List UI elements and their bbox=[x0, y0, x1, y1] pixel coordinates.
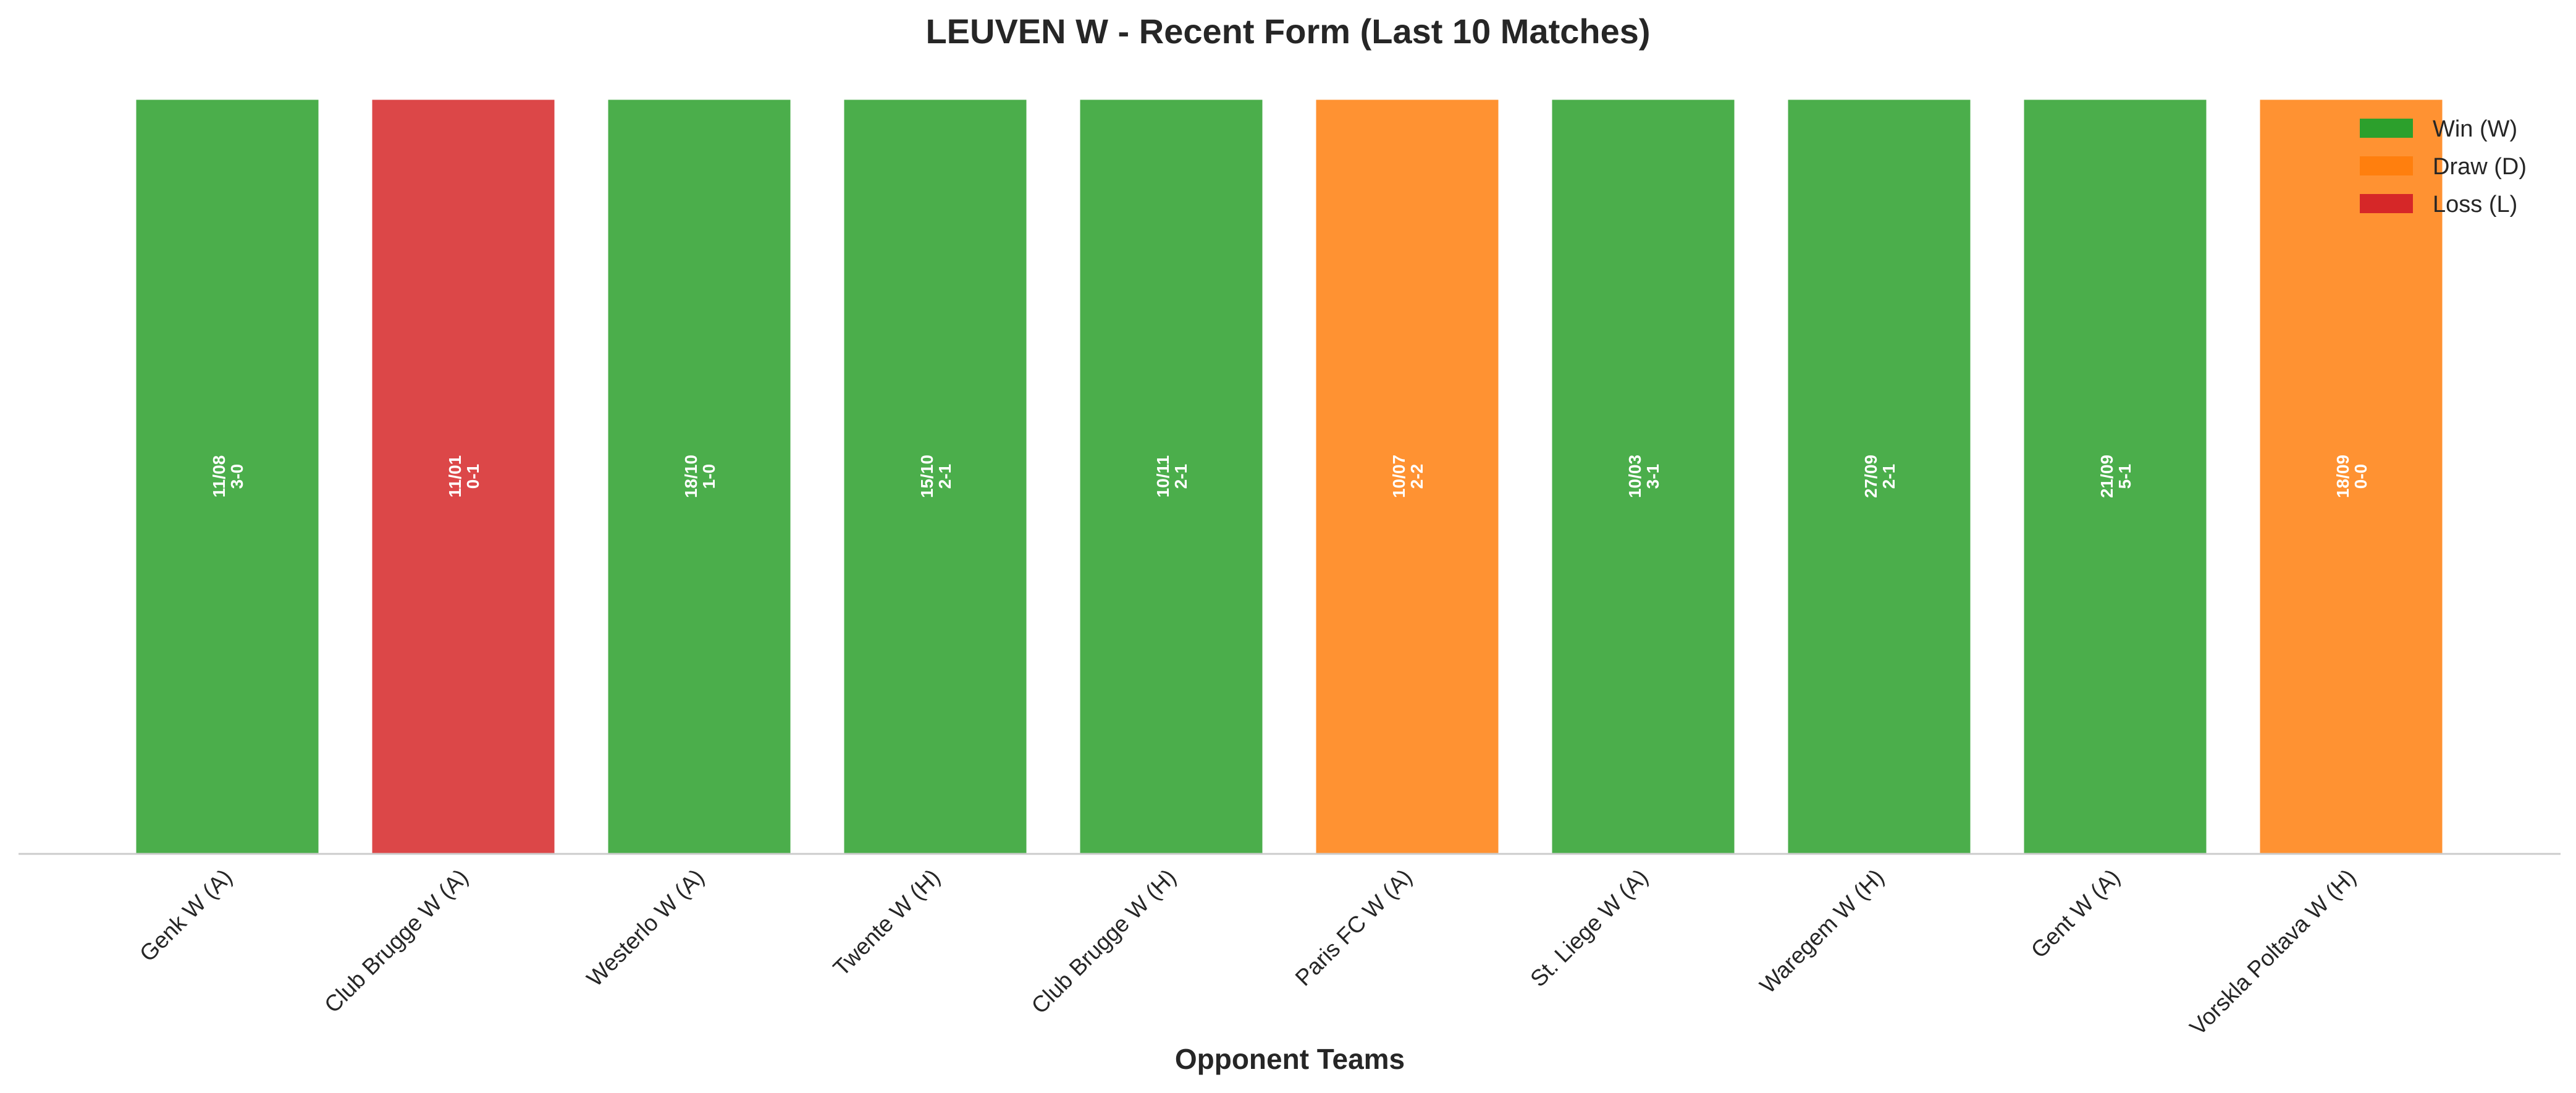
chart-title: LEUVEN W - Recent Form (Last 10 Matches) bbox=[925, 12, 1650, 51]
x-tick-label-1: Genk W (A) bbox=[135, 864, 237, 967]
bar-label-5: 10/112-1 bbox=[1153, 455, 1190, 498]
bar-label-1: 11/083-0 bbox=[209, 455, 246, 498]
bar-score: 0-0 bbox=[2351, 464, 2370, 489]
x-tick-label-8: Waregem W (H) bbox=[1755, 864, 1889, 998]
bar-label-2: 11/010-1 bbox=[445, 455, 482, 498]
bar-date: 11/08 bbox=[209, 455, 229, 498]
bar-label-6: 10/072-2 bbox=[1389, 455, 1426, 498]
bar-5 bbox=[1078, 98, 1265, 855]
legend: Win (W) Draw (D) Loss (L) bbox=[2360, 116, 2527, 217]
x-tick-label-4: Twente W (H) bbox=[828, 864, 945, 981]
bar-score: 3-1 bbox=[1643, 464, 1662, 489]
legend-swatch-d bbox=[2360, 156, 2413, 175]
x-tick-label-5: Club Brugge W (H) bbox=[1027, 864, 1181, 1019]
x-tick-label-3: Westerlo W (A) bbox=[582, 864, 709, 992]
bar-score: 2-1 bbox=[1879, 464, 1898, 489]
x-axis-label: Opponent Teams bbox=[1175, 1043, 1405, 1075]
bar-1 bbox=[134, 98, 321, 855]
bar-10 bbox=[2258, 98, 2444, 855]
bar-date: 21/09 bbox=[2097, 455, 2116, 498]
bar-date: 18/09 bbox=[2333, 455, 2352, 498]
legend-swatch-l bbox=[2360, 194, 2413, 213]
bar-date: 18/10 bbox=[681, 455, 701, 498]
legend-swatch-w bbox=[2360, 119, 2413, 138]
bar-label-7: 10/033-1 bbox=[1625, 455, 1662, 498]
bar-date: 10/07 bbox=[1389, 455, 1408, 498]
bar-6 bbox=[1314, 98, 1501, 855]
bar-date: 15/10 bbox=[917, 455, 937, 498]
bar-date: 27/09 bbox=[1861, 455, 1880, 498]
bar-label-10: 18/090-0 bbox=[2333, 455, 2370, 498]
x-tick-label-7: St. Liege W (A) bbox=[1525, 864, 1652, 992]
x-tick-label-2: Club Brugge W (A) bbox=[319, 864, 473, 1018]
bar-8 bbox=[1786, 98, 1972, 855]
legend-label-w: Win (W) bbox=[2433, 116, 2517, 142]
legend-label-l: Loss (L) bbox=[2433, 192, 2517, 217]
bar-4 bbox=[842, 98, 1029, 855]
bar-label-3: 18/101-0 bbox=[681, 455, 718, 498]
bar-label-8: 27/092-1 bbox=[1861, 455, 1898, 498]
bar-date: 11/01 bbox=[445, 455, 465, 498]
bars-group: 11/083-0 11/010-1 18/101-0 15/102-1 10/112-1… bbox=[134, 98, 2444, 855]
x-tick-label-6: Paris FC W (A) bbox=[1290, 864, 1417, 991]
bar-9 bbox=[2022, 98, 2208, 855]
bar-label-4: 15/102-1 bbox=[917, 455, 954, 498]
x-tick-label-9: Gent W (A) bbox=[2026, 864, 2125, 963]
bar-score: 0-1 bbox=[463, 464, 482, 489]
bar-score: 3-0 bbox=[227, 464, 246, 489]
bar-score: 1-0 bbox=[699, 464, 718, 489]
legend-label-d: Draw (D) bbox=[2433, 154, 2527, 180]
bar-score: 2-1 bbox=[1171, 464, 1190, 489]
bar-2 bbox=[370, 98, 557, 855]
x-tick-labels: Genk W (A) Club Brugge W (A) Westerlo W (A… bbox=[135, 864, 2361, 1040]
bar-label-9: 21/095-1 bbox=[2097, 455, 2134, 498]
bar-score: 2-2 bbox=[1407, 464, 1426, 489]
bar-3 bbox=[606, 98, 793, 855]
bar-score: 5-1 bbox=[2115, 464, 2134, 489]
bar-score: 2-1 bbox=[935, 464, 954, 489]
bar-date: 10/11 bbox=[1153, 455, 1172, 498]
bar-date: 10/03 bbox=[1625, 455, 1644, 498]
bar-7 bbox=[1550, 98, 1736, 855]
x-tick-label-10: Vorskla Poltava W (H) bbox=[2185, 864, 2361, 1040]
